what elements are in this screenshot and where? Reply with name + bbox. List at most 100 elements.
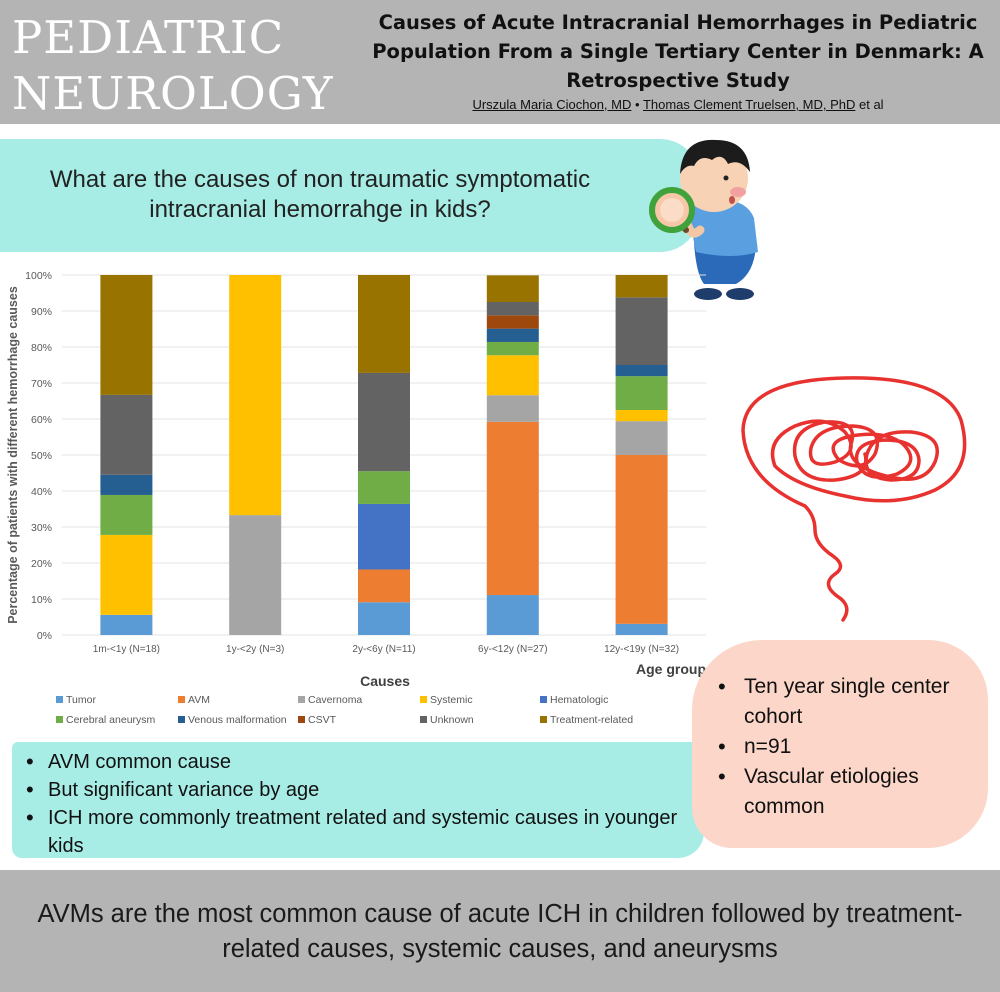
kid-arm xyxy=(683,221,705,238)
authors-line: Urszula Maria Ciochon, MD • Thomas Cleme… xyxy=(372,97,984,112)
legend-swatch xyxy=(178,716,185,723)
bar-segment-treatment-related xyxy=(615,275,668,298)
bar-segment-systemic xyxy=(229,275,282,516)
bar-segment-unknown xyxy=(100,394,153,475)
journal-name-line2: NEUROLOGY xyxy=(12,67,334,120)
bar-segment-unknown xyxy=(486,302,539,316)
bar-segment-venous-malformation xyxy=(615,365,668,377)
y-tick-label: 90% xyxy=(31,306,52,318)
chart-bars xyxy=(100,275,668,635)
legend-swatch xyxy=(56,716,63,723)
list-item: But significant variance by age xyxy=(26,776,686,804)
bar-segment-systemic xyxy=(486,355,539,396)
magnifier-lens xyxy=(660,198,684,222)
paper-title: Causes of Acute Intracranial Hemorrhages… xyxy=(372,11,984,92)
author-1-link[interactable]: Urszula Maria Ciochon, MD xyxy=(472,97,632,112)
legend-swatch xyxy=(540,696,547,703)
bar-segment-systemic xyxy=(615,410,668,422)
bar-segment-unknown xyxy=(358,372,410,472)
x-tick-label: 1y-<2y (N=3) xyxy=(226,644,284,655)
bar-segment-cerebral-aneurysm xyxy=(358,471,410,504)
et-al: et al xyxy=(858,97,884,112)
y-tick-label: 70% xyxy=(31,378,52,390)
y-tick-label: 20% xyxy=(31,558,52,570)
x-tick-label: 6y-<12y (N=27) xyxy=(478,644,547,655)
kid-shoe-left xyxy=(694,288,722,300)
bar-segment-cerebral-aneurysm xyxy=(615,376,668,410)
key-points-list: AVM common cause But significant varianc… xyxy=(26,748,686,860)
bar-segment-systemic xyxy=(100,534,153,615)
y-tick-label: 10% xyxy=(31,594,52,606)
bar-segment-tumor xyxy=(486,595,539,635)
list-item: Vascular etiologies common xyxy=(718,762,980,822)
chart-x-axis-label: Age group xyxy=(636,661,706,677)
bar-segment-csvt xyxy=(486,315,539,329)
legend-label: CSVT xyxy=(308,714,337,726)
bar-segment-treatment-related xyxy=(100,275,153,395)
list-item: ICH more commonly treatment related and … xyxy=(26,804,686,860)
question-box: What are the causes of non traumatic sym… xyxy=(0,139,700,252)
chart-legend: Tumor AVM Cavernoma Systemic Hematologic Cere… xyxy=(56,694,633,726)
stacked-bar-chart: 0% 10% 20% 30% 40% 50% 60% 70% 80% 90% 100% 1m-<1y… xyxy=(6,270,706,726)
legend-swatch xyxy=(298,716,305,723)
x-tick-label: 12y-<19y (N=32) xyxy=(604,644,679,655)
legend-swatch xyxy=(178,696,185,703)
study-facts-box: Ten year single center cohort n=91 Vascu… xyxy=(692,640,988,848)
legend-label: Hematologic xyxy=(550,694,608,706)
legend-label: Tumor xyxy=(66,694,96,706)
legend-label: Systemic xyxy=(430,694,473,706)
y-tick-label: 100% xyxy=(25,270,52,282)
bar-segment-tumor xyxy=(615,623,668,635)
legend-swatch xyxy=(420,696,427,703)
chart-y-axis-label: Percentage of patients with different he… xyxy=(6,286,20,624)
key-points-left: AVM common cause But significant varianc… xyxy=(12,742,704,858)
chart-x-tick-labels: 1m-<1y (N=18) 1y-<2y (N=3) 2y-<6y (N=11) 6y… xyxy=(93,644,679,655)
chart-y-tick-labels: 0% 10% 20% 30% 40% 50% 60% 70% 80% 90% 100% xyxy=(25,270,52,642)
bar-segment-cavernoma xyxy=(229,515,282,635)
legend-label: Venous malformation xyxy=(188,714,287,726)
question-text: What are the causes of non traumatic sym… xyxy=(49,166,591,223)
legend-label: AVM xyxy=(188,694,210,706)
legend-label: Cerebral aneurysm xyxy=(66,714,156,726)
bar-segment-avm xyxy=(358,569,410,603)
bar-segment-cavernoma xyxy=(615,421,668,455)
x-tick-label: 2y-<6y (N=11) xyxy=(352,644,415,655)
kid-shirt xyxy=(688,199,758,256)
list-item: Ten year single center cohort xyxy=(718,672,980,732)
legend-label: Treatment-related xyxy=(550,714,633,726)
bar-segment-tumor xyxy=(100,614,153,635)
bar-segment-hematologic xyxy=(358,503,410,570)
kid-shoe-right xyxy=(726,288,754,300)
bar-segment-tumor xyxy=(358,602,410,635)
bar-segment-treatment-related xyxy=(486,275,539,302)
author-separator: • xyxy=(635,97,640,112)
kid-hair xyxy=(680,139,750,174)
study-facts-list: Ten year single center cohort n=91 Vascu… xyxy=(718,672,980,822)
scribble-line xyxy=(741,376,967,622)
bar-segment-cavernoma xyxy=(486,395,539,422)
list-item: AVM common cause xyxy=(26,748,686,776)
bar-segment-venous-malformation xyxy=(100,474,153,495)
y-tick-label: 40% xyxy=(31,486,52,498)
bar-segment-avm xyxy=(486,421,539,596)
legend-swatch xyxy=(298,696,305,703)
title-block: Causes of Acute Intracranial Hemorrhages… xyxy=(372,8,984,112)
y-tick-label: 60% xyxy=(31,414,52,426)
bar-segment-cerebral-aneurysm xyxy=(100,494,153,535)
journal-name: PEDIATRIC NEUROLOGY xyxy=(12,10,334,122)
y-tick-label: 80% xyxy=(31,342,52,354)
bar-segment-cerebral-aneurysm xyxy=(486,341,539,356)
journal-name-line1: PEDIATRIC xyxy=(12,11,285,64)
legend-label: Cavernoma xyxy=(308,694,362,706)
kid-cheek xyxy=(730,187,746,197)
y-tick-label: 30% xyxy=(31,522,52,534)
legend-label: Unknown xyxy=(430,714,474,726)
header-banner: PEDIATRIC NEUROLOGY Causes of Acute Intr… xyxy=(0,0,1000,124)
kid-mouth xyxy=(729,196,735,204)
bar-segment-treatment-related xyxy=(358,275,410,373)
legend-swatch xyxy=(56,696,63,703)
legend-swatch xyxy=(540,716,547,723)
bar-segment-venous-malformation xyxy=(486,328,539,342)
kid-magnifier-illustration xyxy=(649,139,758,300)
author-2-link[interactable]: Thomas Clement Truelsen, MD, PhD xyxy=(642,97,856,112)
